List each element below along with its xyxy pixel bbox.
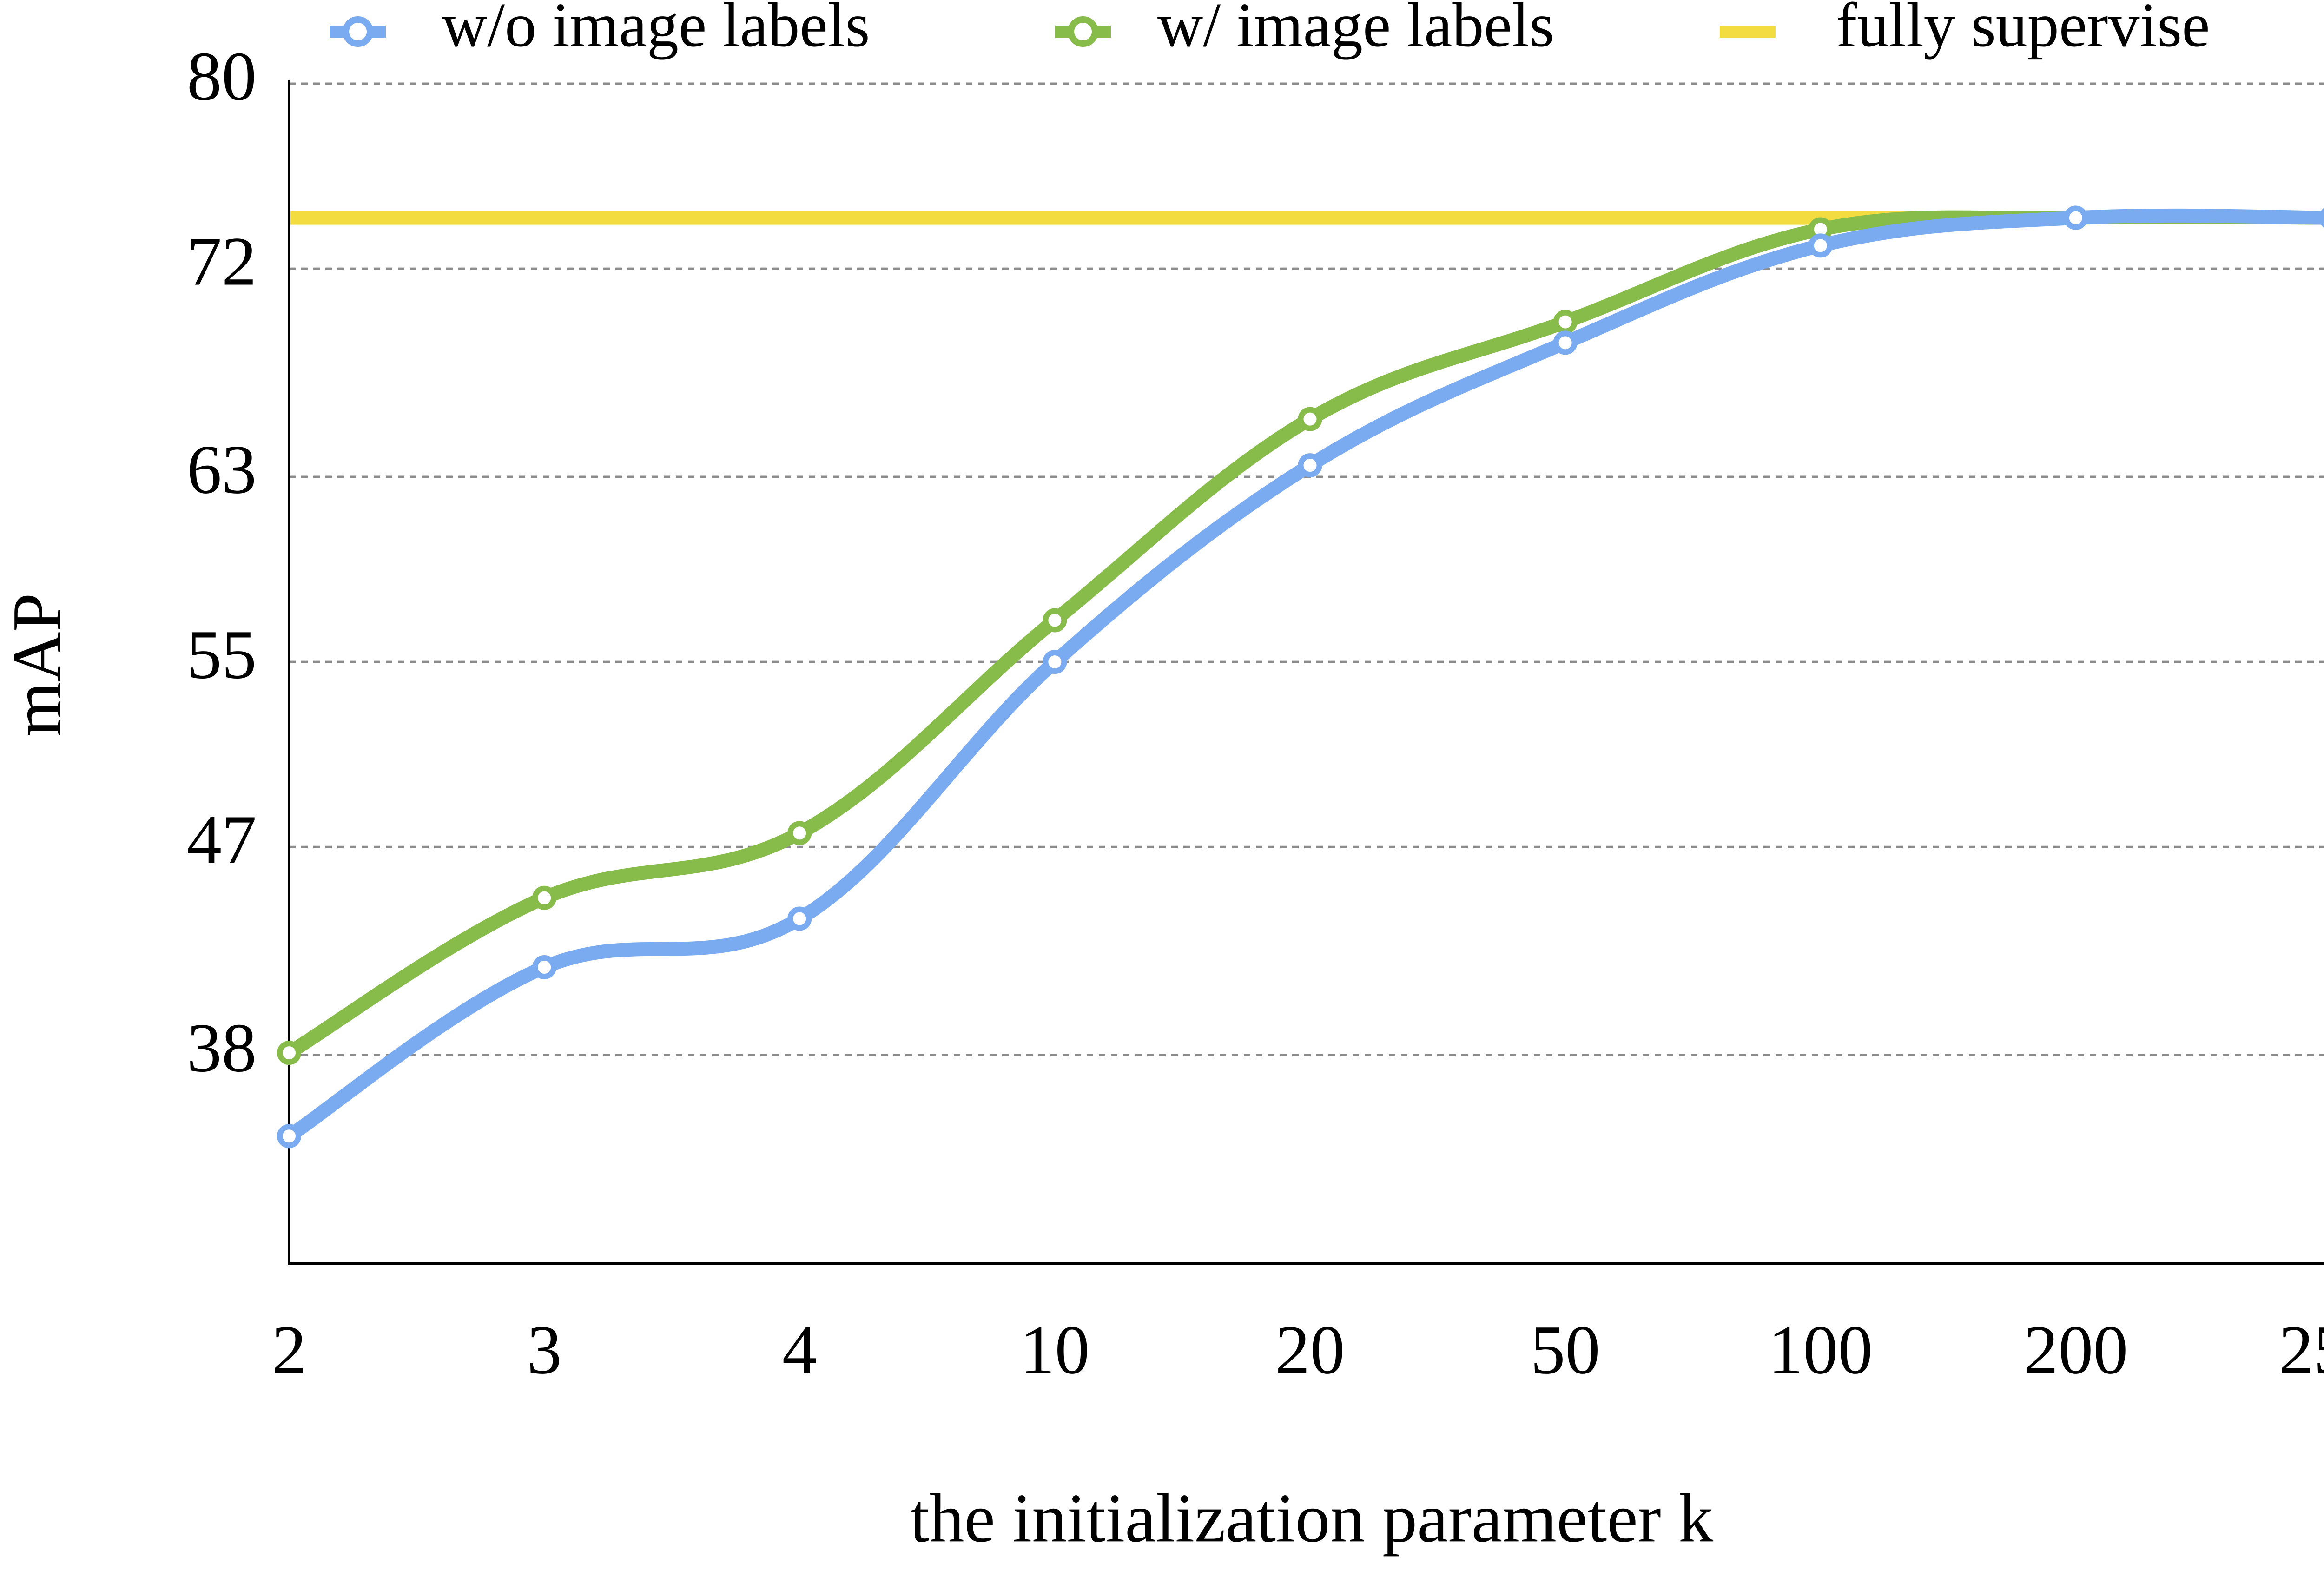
x-tick-label-10: 10 (1020, 1311, 1089, 1388)
data-point-w-o-image-labels-4 (787, 906, 812, 931)
legend-item-w-image-labels: w/ image labels (1055, 0, 1554, 60)
x-tick-label-50: 50 (1531, 1311, 1600, 1388)
legend-marker-w-image-labels (1068, 16, 1098, 47)
data-point-w-o-image-labels-250 (2319, 208, 2324, 228)
x-tick-label-3: 3 (527, 1311, 562, 1388)
x-tick-label-2: 2 (272, 1311, 307, 1388)
data-point-w-o-image-labels-50 (1553, 330, 1578, 355)
x-axis-title: the initialization parameter k (910, 1479, 1713, 1557)
data-point-w-image-labels-50 (1553, 310, 1578, 334)
y-tick-label-72: 72 (187, 223, 257, 300)
data-point-w-image-labels-20 (1298, 407, 1322, 431)
y-tick-label-55: 55 (187, 616, 257, 693)
legend: w/o image labels w/ image labels fully sup… (330, 0, 2210, 60)
data-point-w-o-image-labels-3 (532, 955, 557, 980)
y-tick-label-38: 38 (187, 1010, 257, 1087)
y-tick-label-63: 63 (187, 431, 257, 508)
y-tick-labels: 38 47 55 63 72 80 (187, 38, 257, 1086)
data-point-w-o-image-labels-10 (1043, 650, 1067, 674)
data-point-w-o-image-labels-100 (1808, 233, 1833, 258)
y-tick-label-80: 80 (187, 38, 257, 115)
series-layer (277, 205, 2324, 1149)
x-tick-label-20: 20 (1275, 1311, 1345, 1388)
data-point-w-image-labels-4 (787, 821, 812, 845)
data-point-w-image-labels-3 (532, 885, 557, 910)
data-point-w-o-image-labels-2 (277, 1124, 301, 1149)
legend-label-w-o-image-labels: w/o image labels (442, 0, 870, 60)
x-tick-label-200: 200 (2023, 1311, 2128, 1388)
series-line-w-o-image-labels (282, 208, 2324, 1143)
legend-item-w-o-image-labels: w/o image labels (330, 0, 870, 60)
x-tick-label-4: 4 (782, 1311, 817, 1388)
legend-label-w-image-labels: w/ image labels (1157, 0, 1554, 60)
data-point-w-o-image-labels-20 (1298, 453, 1322, 478)
x-tick-labels: 2 3 4 10 20 50 100 200 250 (272, 1311, 2324, 1388)
axes (288, 80, 2324, 1265)
legend-label-fully-supervise: fully supervise (1836, 0, 2210, 60)
y-tick-label-47: 47 (187, 801, 257, 878)
x-tick-label-250: 250 (2279, 1311, 2324, 1388)
data-point-w-o-image-labels-200 (2063, 205, 2088, 230)
legend-item-fully-supervise: fully supervise (1720, 0, 2210, 60)
data-point-w-image-labels-2 (277, 1041, 301, 1065)
legend-marker-w-o-image-labels (343, 16, 373, 47)
x-tick-label-100: 100 (1768, 1311, 1873, 1388)
y-axis-title: mAP (0, 593, 75, 736)
series-line-w-image-labels (282, 210, 2324, 1060)
data-point-w-image-labels-10 (1043, 608, 1067, 633)
gridlines (289, 82, 2324, 1056)
